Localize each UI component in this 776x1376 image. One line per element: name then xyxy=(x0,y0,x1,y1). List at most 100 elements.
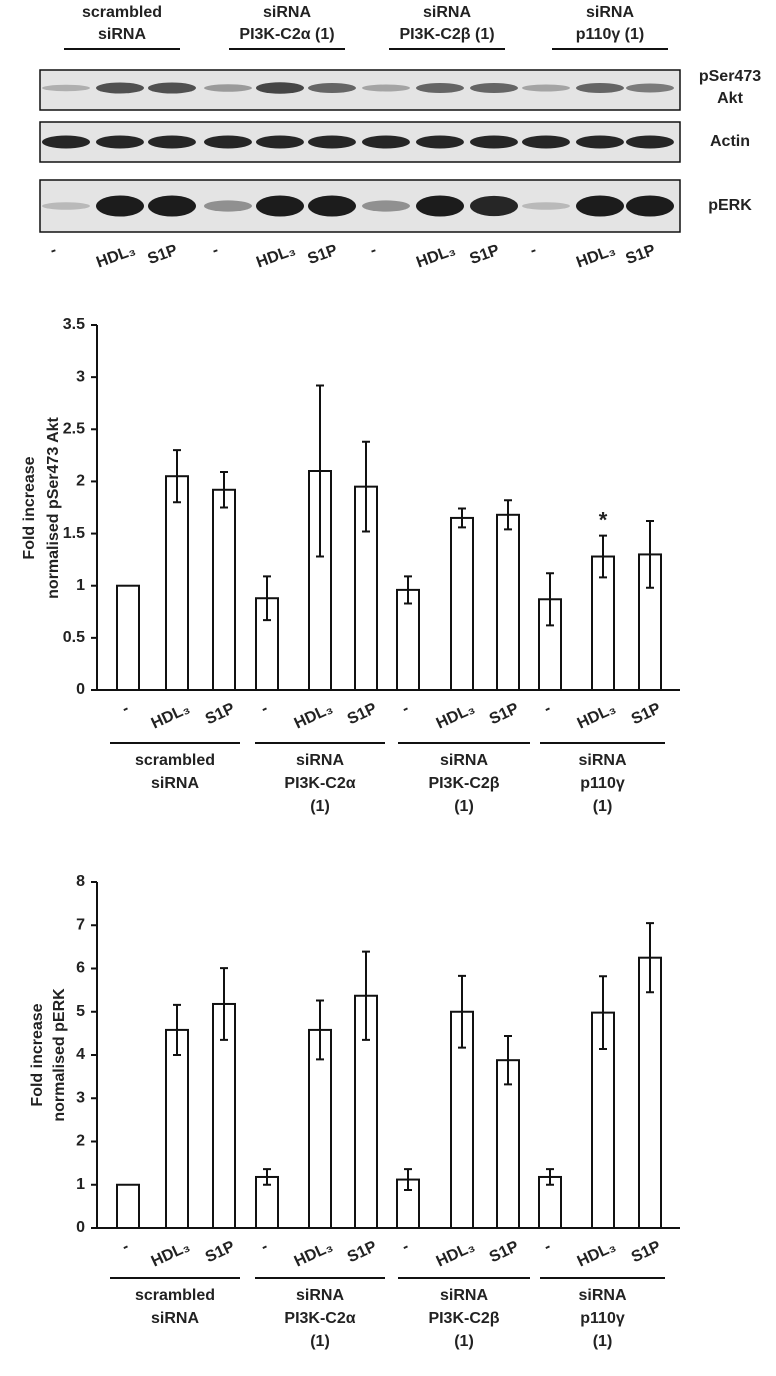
blot-panel xyxy=(39,121,681,163)
blot-lane-label: S1P xyxy=(468,242,503,268)
group-label: p110γ xyxy=(580,1310,625,1327)
blot-band xyxy=(362,84,410,92)
blot-lane-label: HDL₃ xyxy=(574,242,618,272)
error-bar xyxy=(316,384,324,558)
y-tick-label: 1 xyxy=(76,577,85,594)
blot-band xyxy=(522,135,570,149)
blot-group-label: PI3K-C2α (1) xyxy=(239,26,334,43)
x-tick-label: - xyxy=(541,700,553,718)
group-label: (1) xyxy=(454,1333,474,1350)
blot-group-label: scrambled xyxy=(82,4,162,21)
x-tick-label: - xyxy=(399,1238,411,1256)
y-tick-label: 3 xyxy=(76,368,85,385)
blot-group-label: siRNA xyxy=(423,4,471,21)
bar xyxy=(638,956,662,1229)
x-tick-label: S1P xyxy=(629,1238,664,1266)
x-tick-label: S1P xyxy=(203,1238,238,1266)
x-tick-label: HDL₃ xyxy=(149,1238,193,1270)
group-label: p110γ xyxy=(580,775,625,792)
bar xyxy=(116,1183,140,1229)
group-label: scrambled xyxy=(135,752,215,769)
blot-band xyxy=(576,83,624,93)
blot-lane-label: S1P xyxy=(146,242,181,268)
x-tick-label: HDL₃ xyxy=(149,700,193,732)
group-label: siRNA xyxy=(440,752,488,769)
blot-lane-label: HDL₃ xyxy=(254,242,298,272)
blot-band xyxy=(626,135,674,149)
blot-band xyxy=(470,195,518,217)
bar xyxy=(396,588,420,692)
x-tick-label: - xyxy=(399,700,411,718)
group-label: siRNA xyxy=(578,1287,626,1304)
error-bar xyxy=(646,520,654,589)
y-tick-label: 2.5 xyxy=(63,421,85,438)
bar xyxy=(165,475,189,692)
y-tick-label: 1 xyxy=(76,1176,85,1193)
blot-lane-label: - xyxy=(48,242,59,260)
blot-lane-label: - xyxy=(368,242,379,260)
error-bar xyxy=(504,1034,512,1086)
blot-band xyxy=(204,135,252,149)
blot-lane-label: S1P xyxy=(624,242,659,268)
y-tick-label: 2 xyxy=(76,1133,85,1150)
blot-band xyxy=(204,84,252,92)
blot-band xyxy=(626,195,674,217)
error-bar xyxy=(546,572,554,627)
x-tick-label: S1P xyxy=(345,1238,380,1266)
group-label: siRNA xyxy=(151,1310,199,1327)
blot-band-label: Akt xyxy=(717,90,743,107)
blot-band xyxy=(42,202,90,210)
y-tick-label: 4 xyxy=(76,1046,85,1063)
x-tick-label: S1P xyxy=(345,700,380,728)
x-tick-label: HDL₃ xyxy=(434,700,478,732)
error-bar xyxy=(504,499,512,531)
group-label: PI3K-C2α xyxy=(284,1310,355,1327)
blot-group-label: siRNA xyxy=(586,4,634,21)
error-bar xyxy=(220,967,228,1041)
bar xyxy=(212,488,236,691)
y-tick-label: 5 xyxy=(76,1003,85,1020)
x-tick-label: HDL₃ xyxy=(575,700,619,732)
y-tick-label: 0 xyxy=(76,681,85,698)
blot-lane-label: HDL₃ xyxy=(414,242,458,272)
error-bar xyxy=(173,449,181,504)
y-tick-label: 3 xyxy=(76,1089,85,1106)
blot-band-label: Actin xyxy=(710,133,750,150)
error-bar xyxy=(362,440,370,533)
y-tick-label: 1.5 xyxy=(63,525,85,542)
y-tick-label: 7 xyxy=(76,916,85,933)
error-bar xyxy=(404,575,412,605)
blot-lane-label: S1P xyxy=(306,242,341,268)
x-tick-label: - xyxy=(119,700,131,718)
error-bar xyxy=(546,1168,554,1186)
blot-band xyxy=(576,195,624,217)
group-label: PI3K-C2β xyxy=(428,775,499,792)
x-tick-label: - xyxy=(258,700,270,718)
blot-band xyxy=(470,83,518,93)
x-tick-label: HDL₃ xyxy=(292,1238,336,1270)
blot-band xyxy=(522,84,570,92)
group-label: siRNA xyxy=(440,1287,488,1304)
y-axis-label: normalised pERK xyxy=(51,988,68,1122)
x-tick-label: HDL₃ xyxy=(292,700,336,732)
blot-band xyxy=(256,135,304,149)
error-bar xyxy=(173,1003,181,1056)
y-tick-label: 3.5 xyxy=(63,316,85,333)
y-axis-label: Fold increase xyxy=(29,1003,46,1106)
group-label: (1) xyxy=(310,798,330,815)
blot-band xyxy=(362,200,410,212)
bar xyxy=(450,516,474,692)
y-tick-label: 0 xyxy=(76,1219,85,1236)
blot-band xyxy=(148,82,196,94)
blot-band xyxy=(148,135,196,149)
blot-band xyxy=(42,84,90,92)
blot-band xyxy=(308,83,356,93)
blot-band xyxy=(96,82,144,94)
blot-panel xyxy=(39,179,681,233)
error-bar xyxy=(646,922,654,994)
blot-lane-label: HDL₃ xyxy=(94,242,138,272)
group-label: (1) xyxy=(593,798,613,815)
error-bar xyxy=(599,975,607,1050)
group-label: siRNA xyxy=(296,752,344,769)
bar xyxy=(496,513,520,691)
